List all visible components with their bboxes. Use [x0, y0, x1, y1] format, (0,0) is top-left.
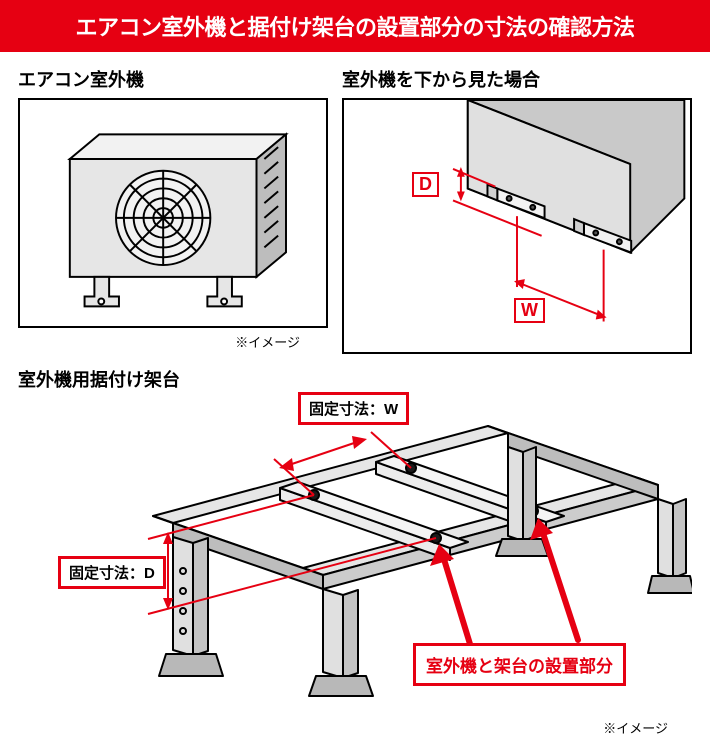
panel-outdoor-unit: エアコン室外機 — [18, 66, 328, 354]
title-bar: エアコン室外機と据付け架台の設置部分の寸法の確認方法 — [0, 0, 710, 52]
lower-section: 室外機用据付け架台 — [0, 360, 710, 743]
note-outdoor-unit: ※イメージ — [18, 332, 328, 351]
svg-outdoor-unit — [20, 100, 326, 326]
note-stand: ※イメージ — [18, 718, 692, 737]
panel-bottom-view: 室外機を下から見た場合 — [342, 66, 692, 354]
label-outdoor-unit: エアコン室外機 — [18, 66, 328, 92]
title-text: エアコン室外機と据付け架台の設置部分の寸法の確認方法 — [75, 15, 634, 40]
diagram-outdoor-unit — [18, 98, 328, 328]
label-D: D — [412, 172, 439, 197]
diagram-bottom-view: D W — [342, 98, 692, 354]
label-W: W — [514, 298, 545, 323]
diagram-stand: 固定寸法：W 固定寸法：D 室外機と架台の設置部分 — [18, 396, 692, 716]
upper-section: エアコン室外機 — [0, 52, 710, 360]
callout-box: 室外機と架台の設置部分 — [413, 643, 626, 686]
label-stand: 室外機用据付け架台 — [18, 366, 692, 392]
dim-box-W: 固定寸法：W — [298, 392, 409, 425]
label-bottom-view: 室外機を下から見た場合 — [342, 66, 692, 92]
dim-box-D: 固定寸法：D — [58, 556, 166, 589]
